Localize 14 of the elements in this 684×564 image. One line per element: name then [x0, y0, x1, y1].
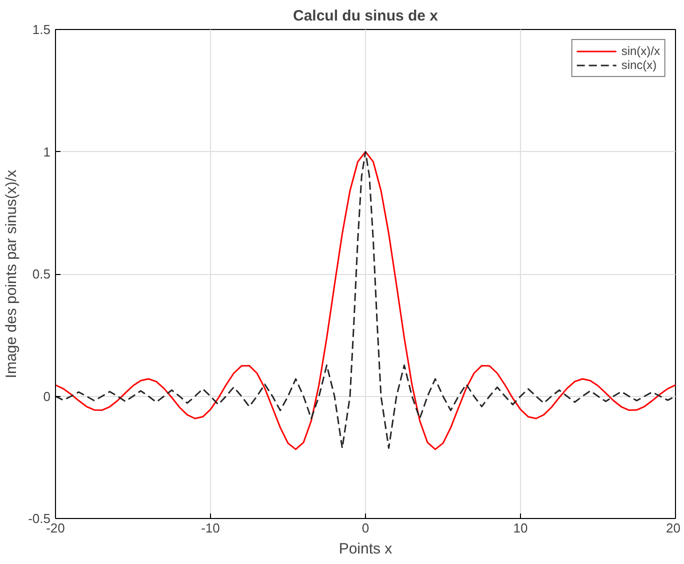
legend-label: sinc(x): [621, 58, 657, 72]
x-axis-title: Points x: [338, 540, 393, 558]
legend-label: sin(x)/x: [621, 44, 660, 58]
y-tick-label: 0.5: [32, 266, 51, 282]
x-tick-label: 10: [513, 520, 528, 536]
y-tick-label: 1: [43, 144, 51, 160]
y-tick-label: 1.5: [32, 22, 51, 37]
y-axis-title: Image des points par sinus(x)/x: [3, 169, 20, 378]
chart-title: Calcul du sinus de x: [292, 8, 439, 24]
x-tick-label: 20: [666, 520, 681, 536]
x-tick-label: -10: [201, 520, 220, 536]
y-tick-label: 0: [43, 388, 51, 404]
x-tick-label: 0: [362, 520, 370, 536]
y-tick-label: -0.5: [28, 511, 51, 526]
